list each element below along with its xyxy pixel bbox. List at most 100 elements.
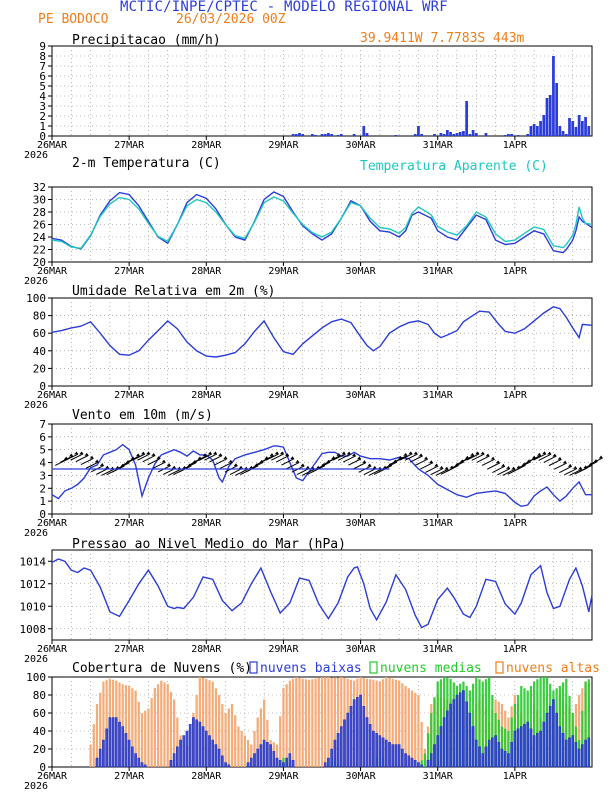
cloud-bar-nuvens-baixas — [413, 760, 417, 768]
wind-barb-head — [500, 463, 505, 467]
cloud-bar-nuvens-medias — [423, 753, 426, 767]
cloud-bar-nuvens-medias — [581, 710, 584, 767]
rh-xtick-label: 28MAR — [191, 390, 222, 401]
precip-ytick-label: 6 — [39, 70, 46, 83]
wind-barb — [486, 462, 501, 470]
temp-ytick-label: 32 — [33, 181, 46, 194]
wind-barb-head — [506, 465, 511, 469]
cloud-bar-nuvens-baixas — [561, 733, 565, 768]
cloud-bar-nuvens-baixas — [407, 755, 411, 768]
wind-barb — [209, 455, 223, 463]
wind-barb — [384, 461, 398, 469]
rh-ytick-label: 20 — [33, 362, 46, 375]
cloud-bar-nuvens-baixas — [201, 726, 205, 768]
wind-barb-head — [74, 451, 79, 455]
wind-barb-head — [428, 460, 433, 464]
cloud-bar-nuvens-baixas — [449, 703, 452, 768]
cloud-bar-nuvens-baixas — [98, 748, 102, 768]
precip-bar — [445, 130, 449, 136]
wind-barb — [260, 455, 274, 463]
wind-barb-head — [290, 456, 295, 460]
wind-barb-head — [372, 465, 377, 469]
wind-barb-head — [536, 452, 541, 456]
cloud-bar-nuvens-baixas — [368, 724, 372, 768]
wind-barb-head — [439, 465, 444, 469]
cloud-bar-nuvens-baixas — [272, 751, 276, 768]
temp-line-temperatura-aparente — [51, 196, 593, 250]
precip-bar — [362, 126, 366, 136]
wind-barb-head — [562, 460, 567, 464]
precip-bar — [413, 134, 417, 136]
cloud-bar-nuvens-altas — [385, 677, 388, 767]
cloud-bar-nuvens-baixas — [352, 699, 356, 768]
precip-bar — [529, 126, 533, 136]
wind-barb-head — [161, 459, 166, 463]
wind-barb — [286, 461, 300, 470]
cloud-bar-nuvens-baixas — [333, 739, 337, 768]
wind-barb — [492, 465, 506, 473]
cloud-bar-nuvens-medias — [491, 695, 494, 767]
wind-barb-head — [434, 463, 439, 467]
wind-barb — [589, 457, 603, 465]
wind-barb-head — [567, 463, 572, 467]
wind-barb — [445, 464, 459, 473]
precip-bar — [507, 134, 510, 136]
wind-barb-head — [135, 453, 140, 457]
precip-bar — [294, 134, 298, 136]
wind-barb — [234, 468, 249, 476]
wind-barb-head — [99, 462, 104, 466]
cloud-bar-nuvens-baixas — [394, 744, 398, 768]
temp-title: 2-m Temperatura (C) — [72, 156, 221, 171]
wind-barb-head — [367, 463, 372, 467]
cloud-bar-nuvens-altas — [163, 682, 166, 767]
precip-xtick-label: 28MAR — [191, 140, 222, 151]
wind-barb — [147, 458, 161, 466]
cloud-bar-nuvens-baixas — [391, 744, 395, 768]
precip-bar — [365, 133, 369, 136]
cloud-bar-nuvens-baixas — [323, 762, 327, 768]
cloud-bar-nuvens-medias — [539, 677, 542, 767]
cloud-bar-nuvens-altas — [131, 688, 134, 767]
wind-barb-head — [444, 466, 449, 470]
clouds-xtick-label: 27MAR — [114, 771, 145, 782]
cloud-bar-nuvens-altas — [153, 687, 156, 767]
precip-bar — [580, 121, 584, 136]
temp-xtick-label: 28MAR — [191, 266, 222, 277]
wind-barb-head — [274, 451, 279, 455]
wind-barb — [409, 455, 423, 463]
precip-bar — [552, 56, 555, 136]
cloud-bar-nuvens-baixas — [362, 706, 366, 768]
precip-year-label: 2026 — [24, 150, 48, 161]
clouds-ytick-label: 20 — [33, 743, 46, 756]
precip-bar — [555, 83, 559, 136]
cloud-bar-nuvens-altas — [230, 704, 234, 767]
cloud-bar-nuvens-baixas — [108, 717, 112, 768]
pressure-ytick-label: 1010 — [20, 600, 47, 613]
cloud-bar-nuvens-baixas — [574, 742, 578, 768]
precip-bar — [462, 131, 465, 136]
temp-xtick-label: 29MAR — [268, 266, 299, 277]
wind-barb — [584, 461, 598, 469]
temp-xtick-label: 27MAR — [114, 266, 145, 277]
cloud-legend-swatch — [495, 661, 504, 674]
cloud-bar-nuvens-altas — [137, 701, 140, 767]
precip-title: Precipitacao (mm/h) — [72, 33, 221, 48]
wind-barb-head — [362, 460, 367, 464]
rh-xtick-label: 30MAR — [346, 390, 377, 401]
cloud-bar-nuvens-baixas — [259, 744, 263, 768]
wind-barb-head — [166, 463, 171, 467]
cloud-bar-nuvens-altas — [311, 679, 314, 767]
cloud-bar-nuvens-baixas — [426, 760, 430, 768]
wind-barb — [564, 468, 578, 476]
wind-barb-head — [341, 451, 346, 455]
cloud-bar-nuvens-baixas — [285, 757, 288, 768]
cloud-bar-nuvens-baixas — [339, 726, 343, 768]
cloud-bar-nuvens-altas — [420, 722, 423, 767]
wind-barb — [265, 453, 279, 461]
wind-title: Vento em 10m (m/s) — [72, 408, 213, 423]
cloud-bar-nuvens-baixas — [182, 735, 186, 768]
wind-barb — [404, 453, 418, 461]
pressure-ytick-label: 1012 — [20, 578, 47, 591]
precip-ytick-label: 7 — [39, 60, 46, 73]
precip-bar — [298, 133, 301, 136]
